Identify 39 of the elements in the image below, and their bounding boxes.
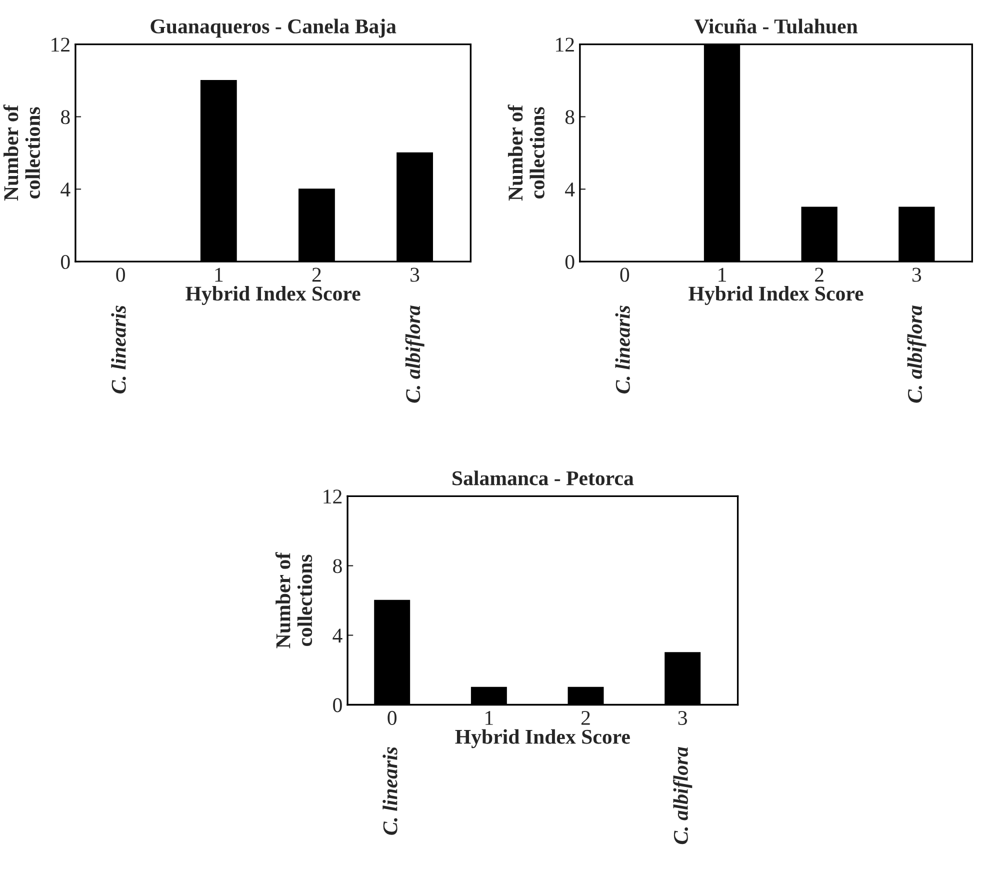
y-tick-label: 4 [332,628,342,642]
y-tick-label: 12 [556,38,574,52]
x-tick-label: 3 [410,268,420,282]
x-tick-label: 0 [388,710,397,725]
x-tick-label: 2 [581,710,590,725]
text: C. linearis [382,747,398,835]
x-axis-title: Hybrid Index Score [186,286,360,305]
y-tick-label: 0 [333,698,342,712]
chart-title: Vicuña - Tulahuen [694,18,858,34]
x-tick-label: 1 [215,268,223,282]
text: C. linearis [111,306,126,394]
x-axis-title: Hybrid Index Score [688,286,864,305]
x-tick-label: 2 [815,268,824,282]
x-tick-label: 1 [486,711,493,725]
x-tick-label: 0 [116,268,125,282]
y-tick-label: 8 [60,110,70,124]
y-tick-label: 0 [60,254,70,269]
y-tick-label: 12 [324,490,342,504]
x-tick-label: 0 [620,268,630,282]
text: C. albiflora [673,746,692,844]
y-axis-title: Number of collections [3,104,40,201]
y-tick-label: 8 [565,110,574,124]
text: C. albiflora [405,306,424,403]
y-tick-label: 12 [52,38,70,52]
chart-title: Guanaqueros - Canela Baja [150,18,396,38]
x-tick-label: 2 [312,268,321,282]
x-tick-label: 3 [912,268,922,282]
chart-title: Salamanca - Petorca [452,470,634,486]
y-tick-label: 4 [60,182,70,196]
y-tick-label: 8 [333,559,342,574]
x-tick-label: 3 [678,710,687,725]
y-axis-title: Number of collections [508,104,544,201]
text: C. linearis [615,306,630,394]
x-axis-title: Hybrid Index Score [455,729,630,748]
y-axis-title: Number of collections [275,552,312,648]
y-tick-label: 4 [565,182,575,196]
y-tick-label: 0 [565,254,574,269]
x-tick-label: 1 [718,268,726,282]
text: C. albiflora [907,306,926,403]
